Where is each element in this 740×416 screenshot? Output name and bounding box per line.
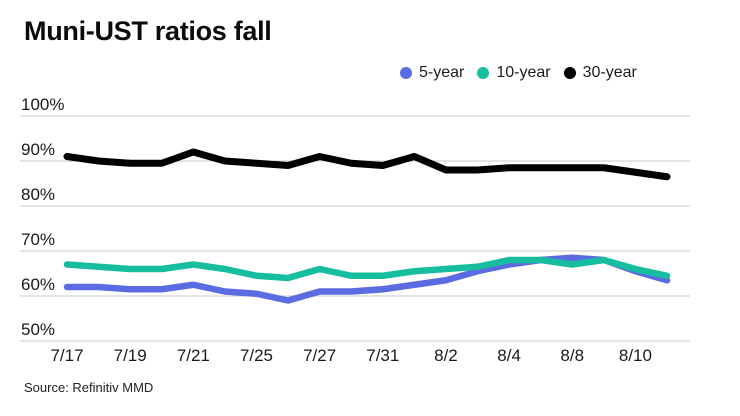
x-axis-label: 7/21 [176, 346, 210, 365]
y-axis-label: 50% [21, 320, 56, 339]
legend-label: 30-year [582, 64, 637, 81]
legend-dot-icon [563, 67, 576, 79]
legend-item-30-year: 30-year [563, 64, 637, 82]
chart-legend: 5-year 10-year 30-year [400, 64, 637, 82]
x-axis-label: 8/10 [618, 346, 652, 365]
x-axis-label: 7/17 [50, 346, 84, 365]
x-axis-label: 8/8 [560, 346, 585, 365]
line-30-year [63, 148, 671, 181]
y-axis-label: 100% [21, 95, 65, 114]
y-axis-label: 90% [21, 140, 56, 159]
line-5-year [63, 254, 671, 304]
x-axis-label: 7/25 [239, 346, 274, 365]
legend-label: 5-year [419, 64, 465, 81]
y-axis-label: 70% [21, 230, 56, 249]
legend-item-10-year: 10-year [477, 64, 551, 82]
x-axis-label: 8/2 [434, 346, 458, 365]
chart-title: Muni-UST ratios fall [24, 16, 272, 46]
source-note: Source: Refinitiv MMD [24, 380, 154, 395]
y-axis-label: 80% [21, 185, 56, 204]
x-axis-label: 8/4 [497, 346, 521, 365]
x-axis-label: 7/19 [113, 346, 147, 365]
legend-label: 10-year [496, 64, 551, 81]
legend-item-5-year: 5-year [400, 64, 464, 82]
x-axis-label: 7/31 [366, 346, 400, 365]
x-axis-label: 7/27 [303, 346, 337, 365]
legend-dot-icon [400, 67, 412, 79]
line-10-year [63, 256, 671, 282]
y-axis-label: 60% [21, 275, 56, 294]
legend-dot-icon [477, 67, 490, 79]
